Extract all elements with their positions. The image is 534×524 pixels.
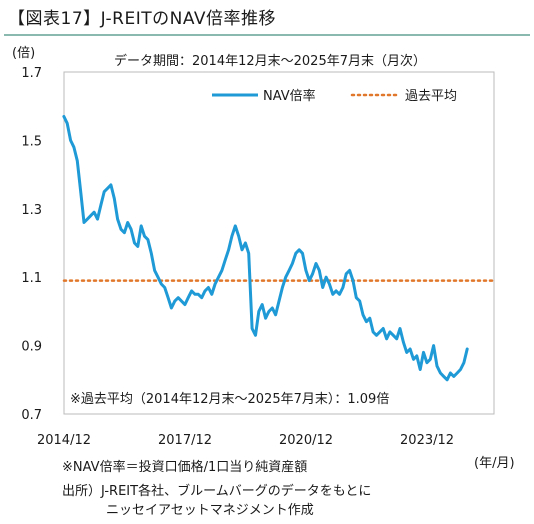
x-tick-label: 2023/12 — [400, 433, 454, 448]
y-tick-label: 0.9 — [21, 340, 42, 355]
x-axis-ticks: 2014/12 2017/12 2020/12 2023/12 — [37, 433, 454, 448]
y-tick-label: 1.3 — [21, 203, 42, 218]
y-axis-unit: (倍) — [12, 46, 36, 61]
source-line-1: 出所）J-REIT各社、ブルームバーグのデータをもとに — [62, 484, 372, 499]
y-tick-label: 0.7 — [21, 408, 42, 423]
legend-label-average: 過去平均 — [405, 89, 457, 104]
source-note: 出所）J-REIT各社、ブルームバーグのデータをもとに ニッセイアセットマネジメ… — [62, 482, 371, 520]
y-tick-label: 1.5 — [21, 134, 42, 149]
plot-frame — [63, 71, 495, 415]
y-axis-ticks: 0.7 0.9 1.1 1.3 1.5 1.7 — [21, 66, 42, 423]
title-underline — [4, 34, 530, 36]
average-note: ※過去平均（2014年12月末～2025年7月末）：1.09倍 — [70, 392, 390, 407]
x-tick-label: 2017/12 — [158, 433, 212, 448]
series-line-nav-ratio — [62, 115, 469, 382]
legend-label-nav-ratio: NAV倍率 — [263, 88, 316, 104]
chart-title: 【図表17】J-REITのNAV倍率推移 — [8, 9, 277, 29]
y-tick-label: 1.1 — [21, 271, 42, 286]
source-line-2: ニッセイアセットマネジメント作成 — [106, 503, 314, 518]
footnote: ※NAV倍率＝投資口価格/1口当り純資産額 — [62, 460, 308, 475]
x-tick-label: 2014/12 — [37, 433, 91, 448]
legend: NAV倍率 過去平均 — [212, 88, 457, 104]
y-tick-label: 1.7 — [21, 66, 42, 81]
x-axis-unit: (年/月) — [474, 456, 515, 471]
x-tick-label: 2020/12 — [279, 433, 333, 448]
data-period-label: データ期間：2014年12月末～2025年7月末（月次） — [114, 54, 426, 69]
